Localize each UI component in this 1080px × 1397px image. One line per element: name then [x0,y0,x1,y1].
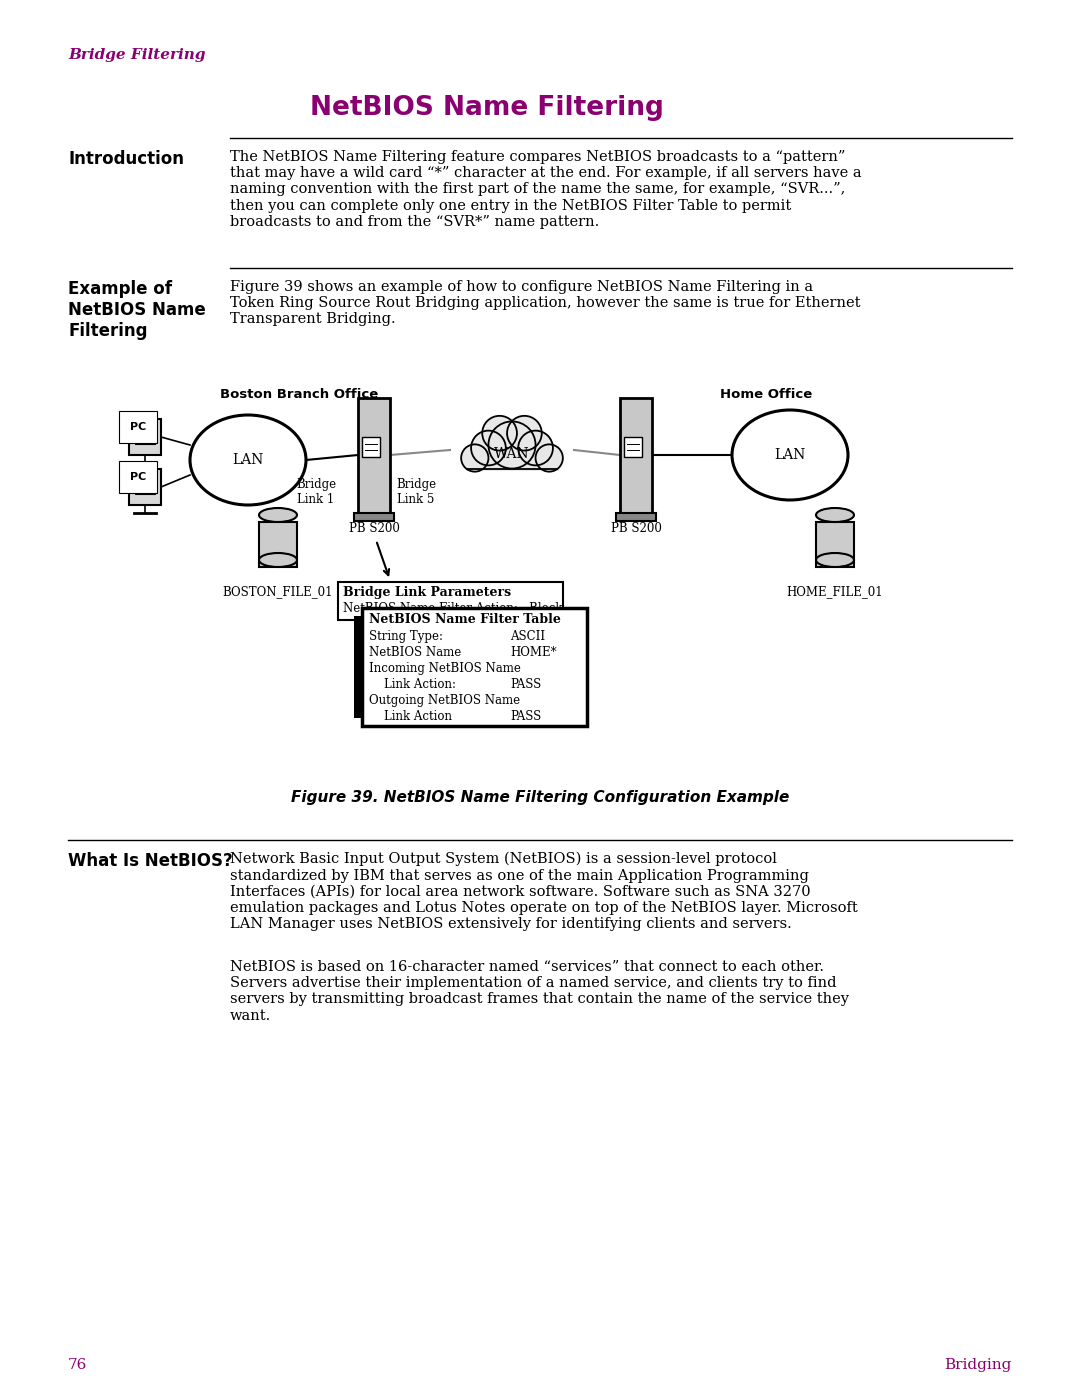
Circle shape [488,422,536,468]
Text: Figure 39 shows an example of how to configure NetBIOS Name Filtering in a
Token: Figure 39 shows an example of how to con… [230,279,861,327]
FancyBboxPatch shape [354,616,362,718]
Text: Home Office: Home Office [720,388,812,401]
Text: HOME_FILE_01: HOME_FILE_01 [786,585,883,598]
Text: LAN: LAN [774,448,806,462]
Circle shape [536,444,563,472]
Text: Outgoing NetBIOS Name: Outgoing NetBIOS Name [369,694,521,707]
Text: The NetBIOS Name Filtering feature compares NetBIOS broadcasts to a “pattern”
th: The NetBIOS Name Filtering feature compa… [230,149,862,229]
Text: String Type:: String Type: [369,630,443,643]
Text: Link Action:: Link Action: [369,678,456,692]
FancyBboxPatch shape [129,469,161,504]
Ellipse shape [816,509,854,522]
Text: Figure 39. NetBIOS Name Filtering Configuration Example: Figure 39. NetBIOS Name Filtering Config… [291,789,789,805]
FancyBboxPatch shape [616,513,656,521]
Circle shape [507,416,542,451]
Text: What Is NetBIOS?: What Is NetBIOS? [68,852,233,870]
FancyBboxPatch shape [816,522,854,567]
Text: PB S200: PB S200 [610,522,661,535]
Text: BOSTON_FILE_01: BOSTON_FILE_01 [222,585,334,598]
FancyBboxPatch shape [465,446,558,471]
Text: Link Action: Link Action [369,710,453,724]
Text: PB S200: PB S200 [349,522,400,535]
Text: Bridge
Link 1: Bridge Link 1 [296,478,336,506]
FancyBboxPatch shape [362,437,380,457]
Ellipse shape [816,553,854,567]
Circle shape [518,430,553,465]
Text: Example of
NetBIOS Name
Filtering: Example of NetBIOS Name Filtering [68,279,206,339]
Circle shape [471,430,505,465]
Text: WAN: WAN [495,447,530,461]
Text: HOME*: HOME* [510,645,556,659]
Ellipse shape [259,553,297,567]
Text: Network Basic Input Output System (NetBIOS) is a session-level protocol
standard: Network Basic Input Output System (NetBI… [230,852,858,932]
Text: NetBIOS Name Filter Table: NetBIOS Name Filter Table [369,613,561,626]
Text: Boston Branch Office: Boston Branch Office [220,388,378,401]
FancyBboxPatch shape [129,419,161,455]
Text: PC: PC [130,422,146,432]
Text: NetBIOS Name: NetBIOS Name [369,645,461,659]
Text: PC: PC [130,472,146,482]
Text: Bridging: Bridging [945,1358,1012,1372]
Text: ASCII: ASCII [510,630,545,643]
Text: Introduction: Introduction [68,149,184,168]
Ellipse shape [259,509,297,522]
Circle shape [461,444,488,472]
Circle shape [483,416,517,451]
FancyBboxPatch shape [357,398,390,513]
Text: LAN: LAN [232,453,264,467]
Text: Incoming NetBIOS Name: Incoming NetBIOS Name [369,662,521,675]
Text: PASS: PASS [510,710,541,724]
Text: 76: 76 [68,1358,87,1372]
Text: NetBIOS Name Filter Action:   Block: NetBIOS Name Filter Action: Block [343,602,563,615]
Text: Bridge Filtering: Bridge Filtering [68,47,205,61]
Text: NetBIOS is based on 16-character named “services” that connect to each other.
Se: NetBIOS is based on 16-character named “… [230,960,849,1023]
FancyBboxPatch shape [354,513,394,521]
FancyBboxPatch shape [624,437,642,457]
FancyBboxPatch shape [338,583,563,620]
FancyBboxPatch shape [135,474,154,495]
FancyBboxPatch shape [135,425,154,444]
FancyBboxPatch shape [362,608,588,726]
Text: PASS: PASS [510,678,541,692]
FancyBboxPatch shape [620,398,652,513]
FancyBboxPatch shape [259,522,297,567]
Text: Bridge
Link 5: Bridge Link 5 [396,478,436,506]
Text: Bridge Link Parameters: Bridge Link Parameters [343,585,511,599]
Text: NetBIOS Name Filtering: NetBIOS Name Filtering [310,95,664,122]
